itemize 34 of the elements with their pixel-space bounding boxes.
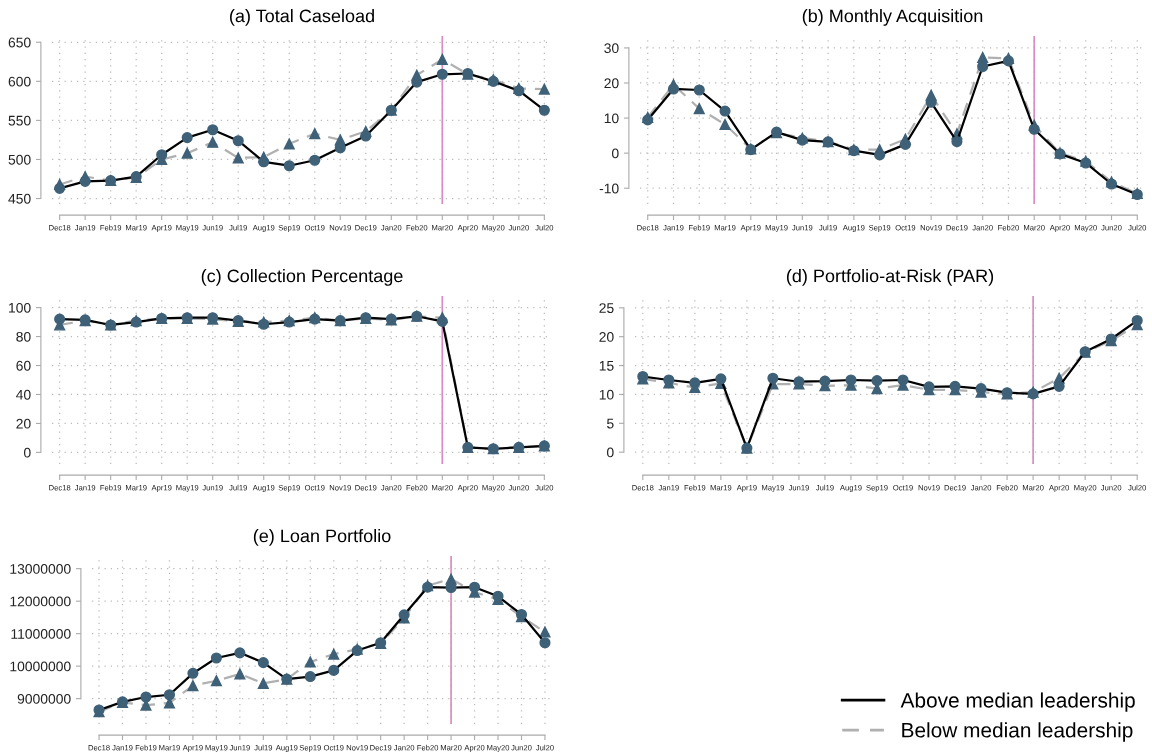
y-tick-label: 10 — [604, 113, 619, 124]
y-tick-label: 12000000 — [10, 596, 71, 607]
y-tick-label: 20 — [16, 418, 31, 429]
y-tick-label: 60 — [16, 360, 31, 371]
chart-title: (e) Loan Portfolio — [253, 529, 391, 546]
y-tick-label: 0 — [23, 447, 31, 458]
y-tick-label: 600 — [8, 76, 31, 87]
y-tick-label: 10 — [599, 389, 614, 400]
y-tick-label: 500 — [8, 154, 31, 165]
y-tick-label: 0 — [606, 447, 614, 458]
y-tick-label: 20 — [599, 332, 614, 342]
chart-title: (a) Total Caseload — [230, 9, 374, 26]
y-tick-label: 450 — [8, 193, 31, 204]
y-tick-label: 15 — [599, 361, 614, 371]
y-tick-label: 25 — [599, 303, 614, 313]
y-tick-label: 20 — [604, 78, 619, 89]
chart-title: (c) Collection Percentage — [201, 269, 403, 286]
y-tick-label: 30 — [604, 43, 619, 54]
y-tick-label: 5 — [607, 418, 614, 429]
y-tick-label: 100 — [9, 302, 31, 313]
legend-label: Below median leadership — [902, 722, 1133, 742]
y-tick-label: 40 — [16, 389, 31, 400]
y-tick-label: 11000000 — [11, 629, 71, 639]
y-tick-label: 9000000 — [17, 693, 71, 704]
chart-title: (d) Portfolio-at-Risk (PAR) — [786, 269, 994, 286]
y-tick-label: 650 — [8, 37, 31, 48]
y-tick-label: 80 — [16, 331, 31, 342]
y-tick-label: 13000000 — [10, 564, 71, 574]
y-tick-label: 10000000 — [10, 661, 71, 672]
y-tick-label: 0 — [611, 148, 619, 159]
y-tick-label: -10 — [599, 183, 619, 194]
legend-label: Above median leadership — [900, 692, 1135, 712]
chart-title: (b) Monthly Acquisition — [802, 9, 983, 26]
y-tick-label: 550 — [8, 115, 31, 126]
